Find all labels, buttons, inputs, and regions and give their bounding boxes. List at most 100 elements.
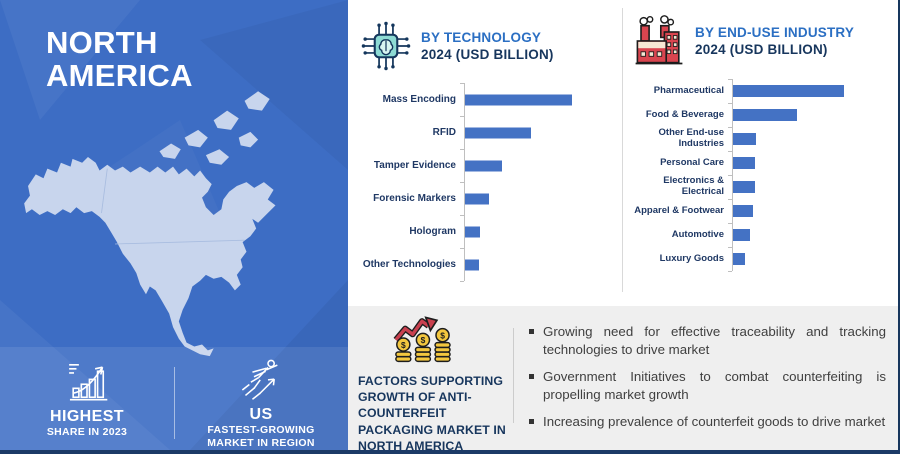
bar-track [728,198,894,223]
chart-row: Other Technologies [360,247,620,282]
chart-row: Luxury Goods [632,246,894,272]
category-label: Automotive [671,228,724,240]
chart-row: Apparel & Footwear [632,198,894,223]
bar-track [460,115,620,149]
bar-chart: Mass Encoding RFID Tamper Evidence Forensic… [360,82,620,282]
axis-tick [460,214,464,216]
axis-tick [728,246,732,248]
bar [733,253,746,265]
svg-text:$: $ [421,335,426,345]
bar [465,160,503,171]
chart-row: Personal Care [632,150,894,175]
category-label: Hologram [409,225,456,237]
coins-growth-icon: $ $ $ [393,316,451,363]
bar-track [728,102,894,127]
chart-row: Electronics & Electrical [632,174,894,199]
chart-row: Food & Beverage [632,102,894,127]
category-label: Other End-use Industries [658,127,724,149]
bar-track [728,150,894,175]
bar [465,226,480,237]
north-america-map [24,91,276,357]
bar-track [460,247,620,282]
chart-row: Mass Encoding [360,82,620,116]
factors-section: $ $ $ FACTORS SUPPORTING GROWTH OF ANTI-CO… [348,306,898,453]
bar [465,127,532,138]
axis-tick [728,174,732,176]
category-label: Apparel & Footwear [634,204,724,216]
category-label: Personal Care [660,156,724,168]
bar-track [460,214,620,248]
chart-row: Hologram [360,214,620,248]
chart-subtitle: 2024 (USD BILLION) [695,42,828,57]
chart-row: Pharmaceutical [632,78,894,103]
badge-subtitle: FASTEST-GROWING MARKET IN REGION [207,423,315,449]
axis-tick [728,102,732,104]
category-label: Luxury Goods [659,252,724,264]
axis-tick [460,82,464,84]
bar-track [728,174,894,199]
region-title: NORTH AMERICA [46,26,193,92]
badge-title: HIGHEST [50,408,124,425]
chart-row: RFID [360,115,620,149]
chart-row: Other End-use Industries [632,126,894,151]
chart-by-technology: BY TECHNOLOGY 2024 (USD BILLION) Mass En… [360,20,620,282]
badge-subtitle: SHARE IN 2023 [46,426,128,438]
category-label: Electronics & Electrical [663,175,724,197]
chart-row: Automotive [632,222,894,247]
bullet-square [529,329,534,334]
category-label: Tamper Evidence [373,159,456,171]
bar-track [728,78,894,103]
chart-title: BY TECHNOLOGY [421,30,542,45]
axis-tick [728,78,732,80]
chart-title: BY END-USE INDUSTRY [695,25,855,40]
bar [465,193,489,204]
bullet-square [529,419,534,425]
bar [733,85,845,97]
chart-row: Forensic Markers [360,181,620,215]
charts-section: BY TECHNOLOGY 2024 (USD BILLION) Mass En… [348,0,898,306]
bar [733,157,756,169]
svg-text:$: $ [440,330,445,340]
badge-divider [174,367,175,439]
category-label: Food & Beverage [645,108,724,120]
badge-us-fastest-growing: US FASTEST-GROWING MARKET IN REGION [174,347,348,450]
frame-right-border [898,0,900,454]
factor-bullet-text: Increasing prevalence of counterfeit goo… [543,414,886,430]
category-label: Forensic Markers [373,192,456,204]
bar-track [460,148,620,182]
factor-bullet-item: Growing need for effective traceability … [529,323,886,359]
axis-tick [728,150,732,152]
content-area: BY TECHNOLOGY 2024 (USD BILLION) Mass En… [348,0,898,453]
bar-track [728,246,894,272]
region-title-line1: NORTH [46,25,158,60]
bar-track [728,126,894,151]
category-label: Other Technologies [362,258,456,270]
factor-bullet-text: Growing need for effective traceability … [543,324,886,358]
region-panel: NORTH AMERICA [0,0,348,450]
factors-heading: FACTORS SUPPORTING GROWTH OF ANTI-COUNTE… [358,374,506,453]
bar-track [460,82,620,116]
axis-tick [460,148,464,150]
axis-tick [460,115,464,117]
bar-track [460,181,620,215]
region-title-line2: AMERICA [46,58,193,94]
svg-text:$: $ [401,340,406,350]
factors-divider [513,328,514,423]
bar [733,181,756,193]
bullet-square [529,374,534,380]
axis-tick [728,126,732,128]
chart-divider [622,8,623,292]
chart-by-end-use-industry: BY END-USE INDUSTRY 2024 (USD BILLION) P… [632,14,894,272]
circuit-chip-icon [361,21,411,71]
bar [465,259,479,270]
factor-bullet-text: Government Initiatives to combat counter… [543,369,886,403]
bar [733,133,757,145]
chart-header: BY TECHNOLOGY 2024 (USD BILLION) [360,20,620,72]
bar [465,94,572,105]
bar [733,109,798,121]
factor-bullet-item: Increasing prevalence of counterfeit goo… [529,413,886,431]
bar-chart: Pharmaceutical Food & Beverage Other End-u… [632,78,894,272]
bar [733,205,753,217]
factor-bullets: Growing need for effective traceability … [529,323,886,440]
